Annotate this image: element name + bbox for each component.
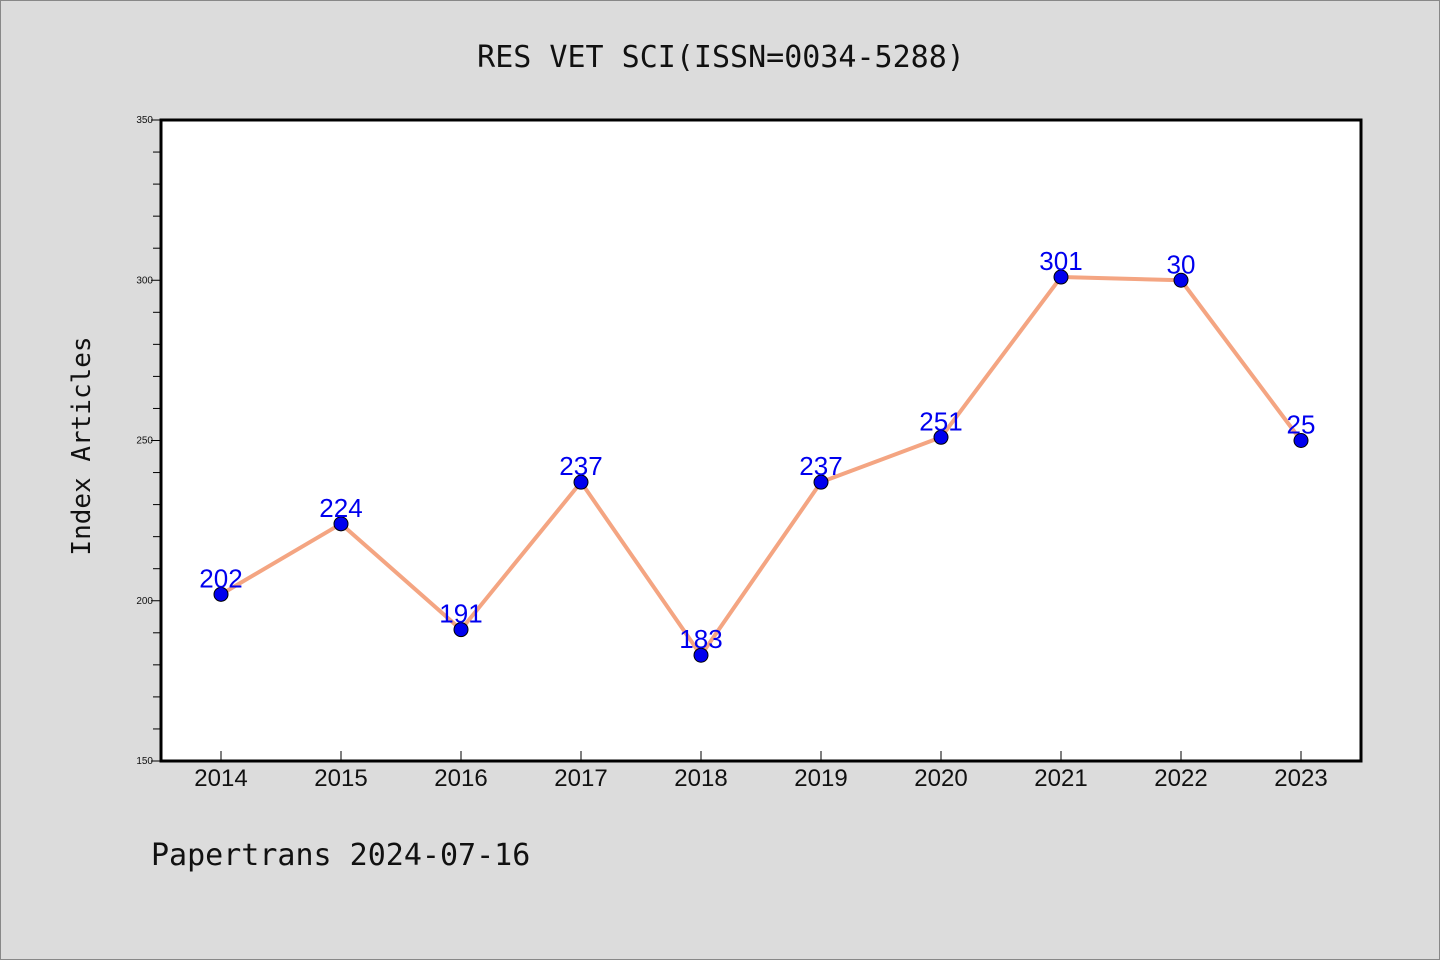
y-tick-label: 150 [136, 756, 153, 767]
chart-title: RES VET SCI(ISSN=0034-5288) [477, 40, 965, 75]
x-tick-label: 2020 [914, 765, 967, 792]
data-point [333, 516, 349, 532]
data-label: 25 [1287, 410, 1316, 440]
data-label: 30 [1167, 249, 1196, 279]
data-point [573, 474, 589, 490]
x-tick-label: 2019 [794, 765, 847, 792]
x-tick-label: 2022 [1154, 765, 1207, 792]
data-label: 301 [1039, 246, 1082, 276]
data-label: 183 [679, 624, 722, 654]
x-tick-label: 2014 [194, 765, 247, 792]
data-label: 237 [559, 451, 602, 481]
data-point [813, 474, 829, 490]
data-point [1293, 433, 1309, 448]
data-point [1053, 269, 1069, 285]
data-label: 191 [439, 599, 482, 629]
y-tick-label: 300 [136, 275, 153, 286]
x-tick-label: 2015 [314, 765, 367, 792]
data-markers [213, 269, 1309, 663]
y-tick-label: 250 [136, 436, 153, 447]
data-series [219, 275, 1303, 658]
data-point [933, 429, 949, 445]
data-label: 251 [919, 406, 962, 436]
data-point [693, 647, 709, 663]
x-tick-label: 2021 [1034, 765, 1087, 792]
y-axis-label: Index Articles [67, 336, 97, 555]
y-tick-label: 200 [136, 596, 153, 607]
data-labels: 202 224 191 237 183 237 251 301 30 25 [199, 246, 1315, 654]
data-label: 224 [319, 493, 362, 523]
data-point [213, 586, 229, 602]
axis-ticks: 150 200 250 300 350 2014 2015 2016 2017 2018 2019 2… [136, 115, 1327, 792]
x-tick-label: 2016 [434, 765, 487, 792]
x-tick-label: 2018 [674, 765, 727, 792]
data-label: 202 [199, 563, 242, 593]
x-tick-label: 2017 [554, 765, 607, 792]
data-point [1173, 272, 1189, 288]
x-tick-label: 2023 [1274, 765, 1327, 792]
chart-footer: Papertrans 2024-07-16 [151, 838, 530, 873]
data-label: 237 [799, 451, 842, 481]
plot-frame [159, 118, 1363, 763]
series-line [219, 275, 1303, 658]
data-point [453, 622, 469, 638]
y-tick-label: 350 [136, 115, 153, 126]
plot-area [161, 120, 1361, 761]
